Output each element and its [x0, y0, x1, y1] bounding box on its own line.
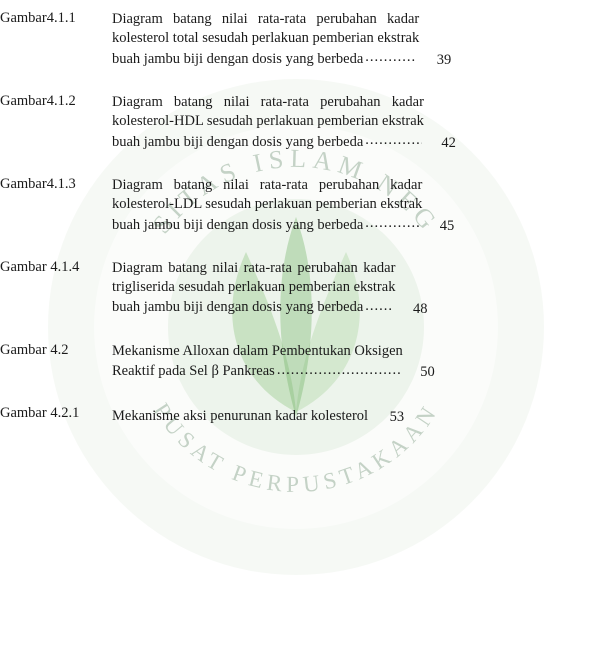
- figure-page: 50: [403, 364, 435, 381]
- figure-list: Gambar4.1.1 Diagram batang nilai rata-ra…: [0, 0, 591, 426]
- figure-description: Diagram batang nilai rata-rata perubahan…: [112, 93, 424, 152]
- figure-entry: Gambar4.1.2 Diagram batang nilai rata-ra…: [0, 93, 555, 152]
- figure-entry: Gambar 4.1.4 Diagram batang nilai rata-r…: [0, 259, 555, 318]
- figure-label: Gambar 4.1.4: [0, 259, 112, 276]
- figure-entry: Gambar 4.2 Mekanisme Alloxan dalam Pembe…: [0, 342, 555, 382]
- figure-description: Mekanisme Alloxan dalam Pembentukan Oksi…: [112, 342, 403, 382]
- figure-page: 39: [419, 52, 451, 69]
- figure-label: Gambar4.1.2: [0, 93, 112, 110]
- leader-dots: [277, 361, 401, 376]
- figure-description: Mekanisme aksi penurunan kadar kolestero…: [112, 405, 372, 426]
- leader-dots: [365, 131, 422, 146]
- figure-label: Gambar4.1.3: [0, 176, 112, 193]
- figure-page: 48: [395, 301, 427, 318]
- leader-dots: [365, 214, 420, 229]
- figure-label: Gambar4.1.1: [0, 10, 112, 27]
- figure-description: Diagram batang nilai rata-rata perubahan…: [112, 10, 419, 69]
- figure-page: 42: [424, 135, 456, 152]
- figure-description: Diagram batang nilai rata-rata perubahan…: [112, 259, 395, 318]
- figure-description: Diagram batang nilai rata-rata perubahan…: [112, 176, 422, 235]
- figure-entry: Gambar4.1.3 Diagram batang nilai rata-ra…: [0, 176, 555, 235]
- leader-dots: [365, 48, 417, 63]
- figure-label: Gambar 4.2.1: [0, 405, 112, 422]
- figure-entry: Gambar4.1.1 Diagram batang nilai rata-ra…: [0, 10, 555, 69]
- figure-page: 53: [372, 409, 404, 426]
- leader-dots: [365, 297, 393, 312]
- figure-label: Gambar 4.2: [0, 342, 112, 359]
- figure-entry: Gambar 4.2.1 Mekanisme aksi penurunan ka…: [0, 405, 555, 426]
- figure-page: 45: [422, 218, 454, 235]
